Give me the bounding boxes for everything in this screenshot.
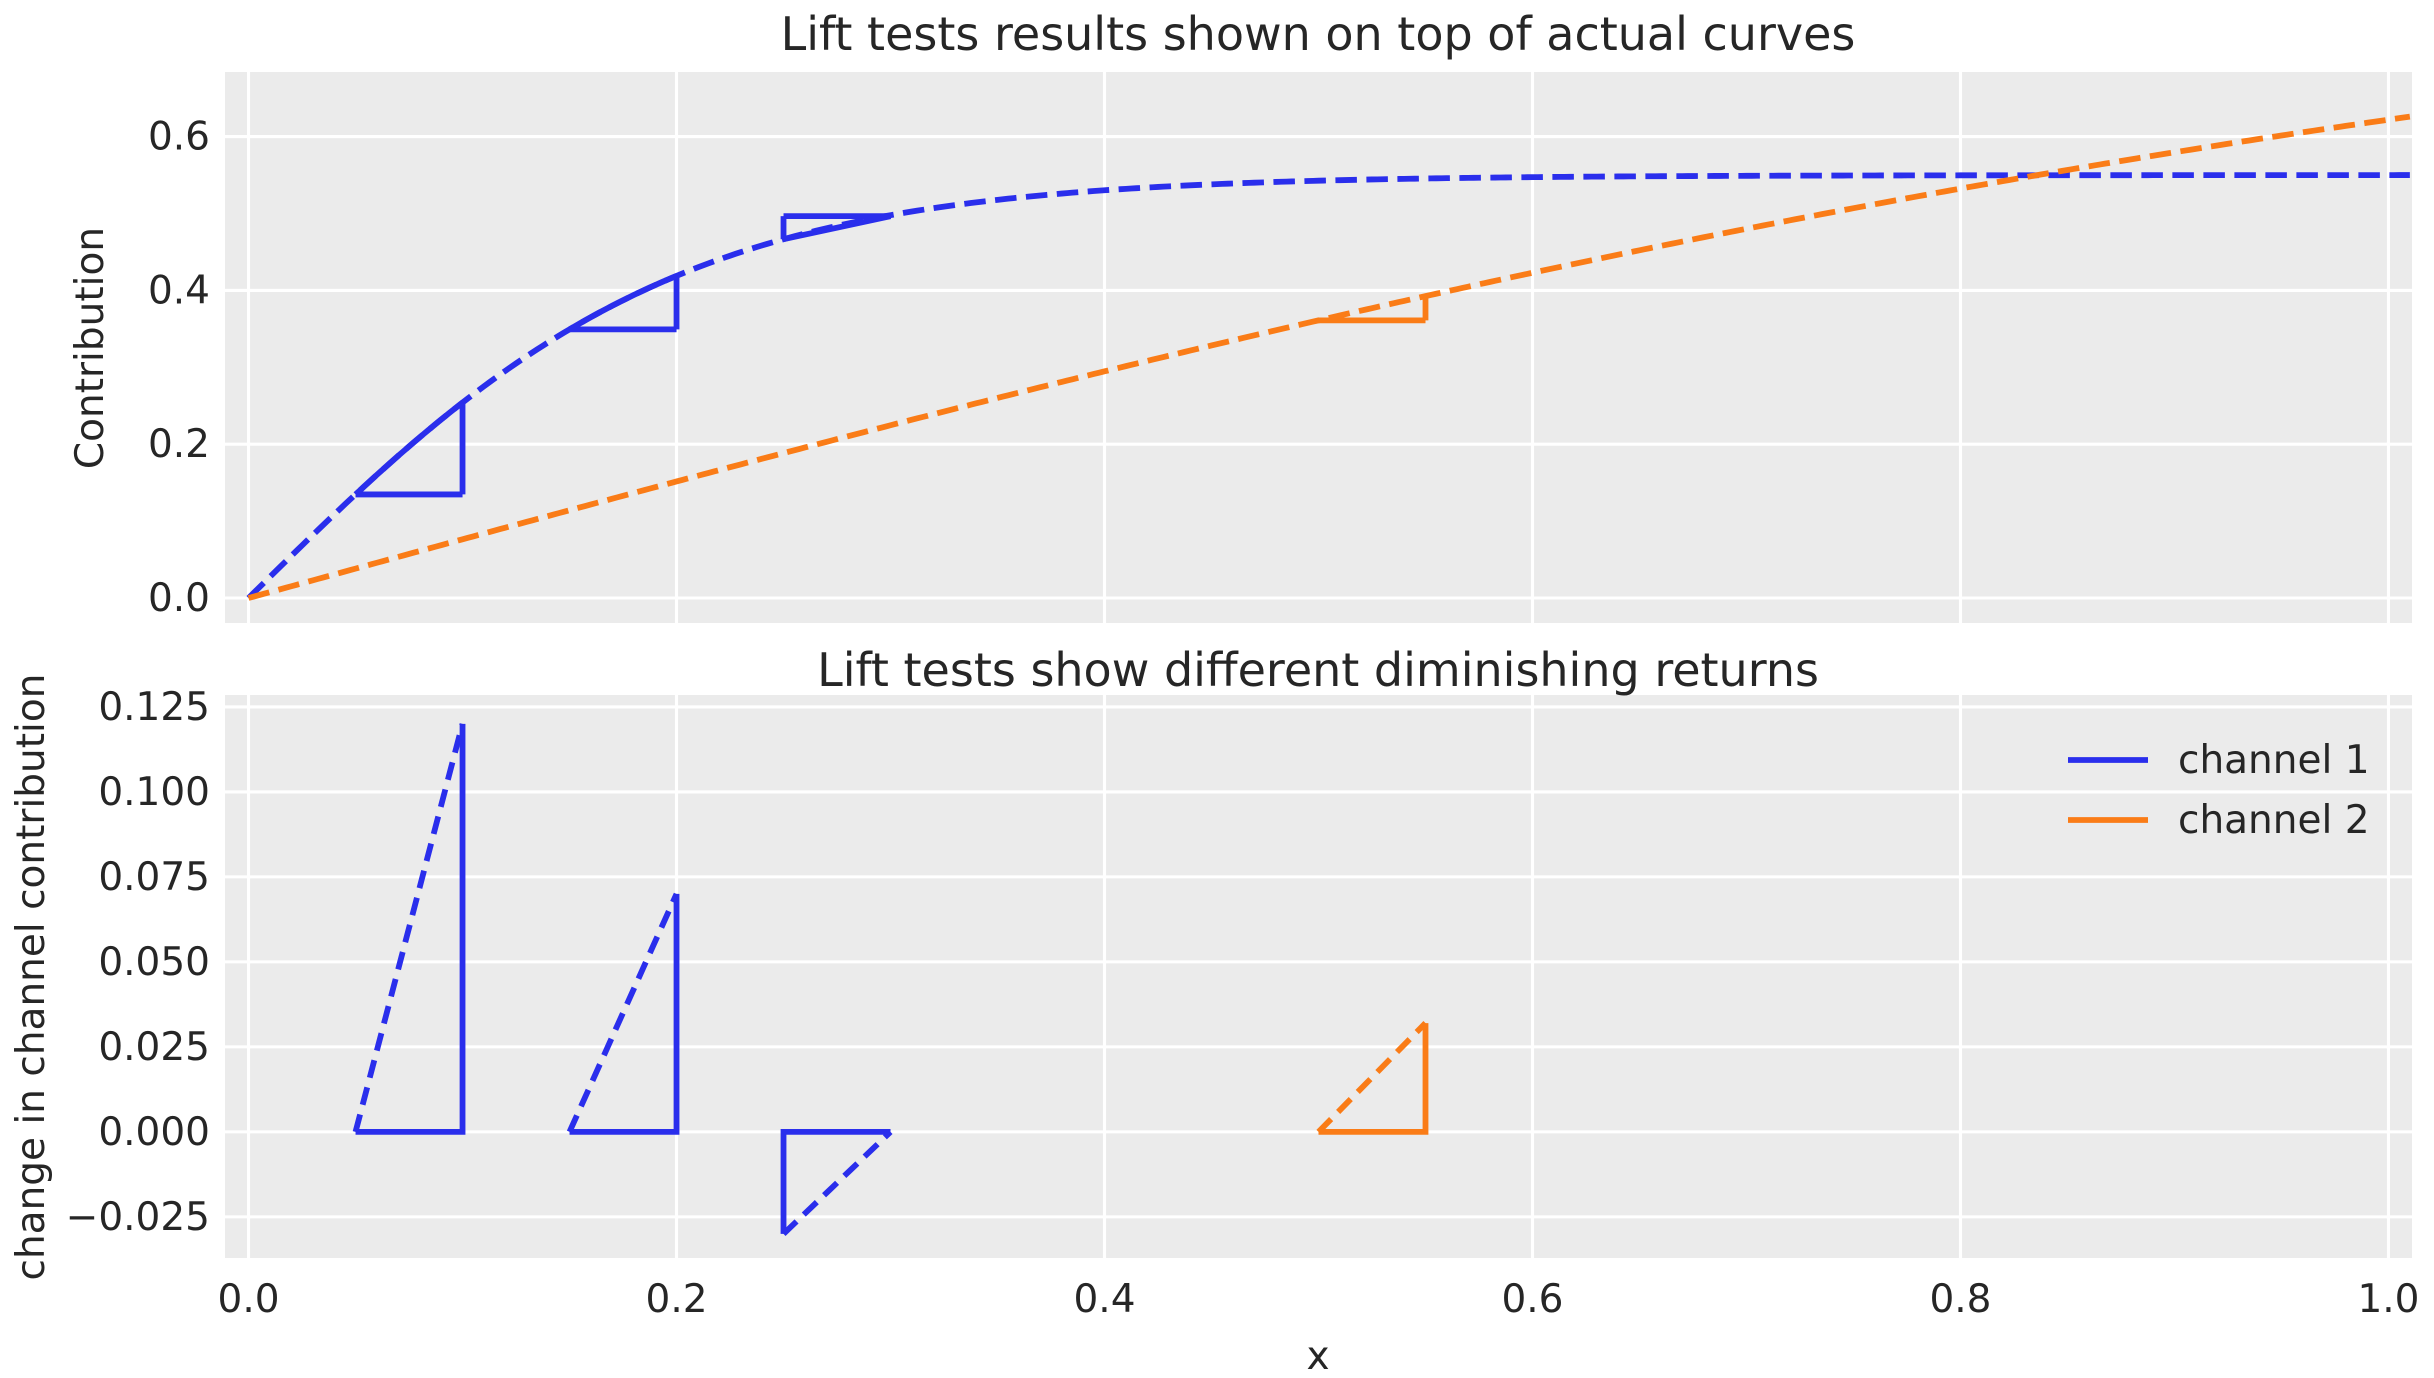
top-axes-lift-tests (353, 213, 1429, 498)
x-tick-label: 0.0 (218, 1277, 280, 1322)
triangle-dashed-hypotenuse (1316, 1021, 1428, 1134)
lift-hypotenuse-solid (353, 400, 465, 497)
x-tick-label: 0.2 (646, 1277, 708, 1322)
xlabel: x (1306, 1334, 1329, 1378)
bottom-axes-triangles (352, 723, 1429, 1236)
legend: channel 1 channel 2 (2068, 738, 2370, 843)
y-tick-label: 0.075 (98, 855, 210, 900)
top-plot-title: Lift tests results shown on top of actua… (781, 7, 1856, 61)
bottom-ylabel: change in channel contribution (9, 674, 54, 1281)
triangle-dashed-hypotenuse (566, 892, 680, 1134)
y-tick-label: 0.6 (148, 115, 210, 160)
tick-labels: 0.0 0.2 0.4 0.6 0.125 0.100 0.075 0.050 0.025 0.0… (66, 115, 2420, 1322)
top-ylabel: Contribution (68, 227, 113, 469)
bottom-axes-background (225, 695, 2412, 1258)
bottom-plot-title: Lift tests show different diminishing re… (817, 643, 1819, 697)
triangle-dashed-hypotenuse (781, 1129, 893, 1236)
curve-channel-1 (246, 172, 2410, 601)
triangle-solid-sides (569, 893, 680, 1135)
y-tick-label: 0.0 (148, 576, 210, 621)
y-tick-label: 0.025 (98, 1025, 210, 1070)
legend-label-channel-1: channel 1 (2178, 738, 2370, 783)
top-axes-background (225, 72, 2412, 623)
x-tick-label: 0.4 (1073, 1277, 1135, 1322)
lift-hypotenuse-solid (568, 273, 678, 332)
top-axes-grid (225, 72, 2412, 623)
legend-label-channel-2: channel 2 (2178, 798, 2370, 843)
triangle-solid-sides (780, 1128, 891, 1234)
y-tick-label: −0.025 (66, 1195, 210, 1240)
y-tick-label: 0.4 (148, 268, 210, 313)
triangle-solid-sides (1318, 1023, 1429, 1135)
lift-hypotenuse-solid (782, 213, 892, 243)
y-tick-label: 0.100 (98, 770, 210, 815)
triangle-dashed-hypotenuse (352, 723, 466, 1133)
y-tick-label: 0.000 (98, 1110, 210, 1155)
x-tick-label: 0.8 (1929, 1277, 1991, 1322)
y-tick-label: 0.2 (148, 422, 210, 467)
y-tick-label: 0.125 (98, 685, 210, 730)
y-tick-label: 0.050 (98, 940, 210, 985)
x-tick-label: 0.6 (1501, 1277, 1563, 1322)
bottom-axes-grid (225, 695, 2412, 1258)
x-tick-label: 1.0 (2357, 1277, 2419, 1322)
triangle-solid-sides (355, 723, 466, 1135)
